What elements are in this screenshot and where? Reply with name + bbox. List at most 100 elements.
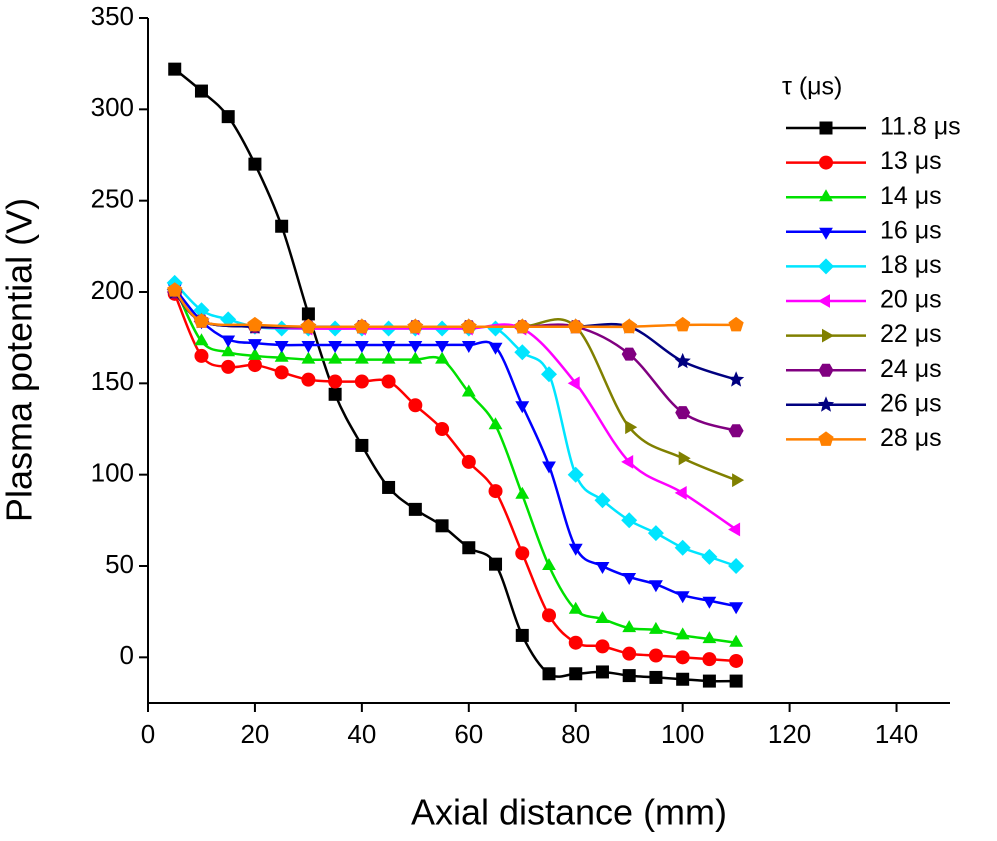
marker: [678, 451, 691, 466]
marker: [301, 372, 316, 387]
marker: [247, 358, 262, 373]
legend-title: τ (μs): [782, 73, 842, 101]
marker: [701, 548, 718, 565]
marker: [514, 318, 530, 334]
marker: [621, 347, 637, 361]
marker: [819, 121, 833, 135]
marker: [622, 573, 637, 585]
marker: [168, 62, 182, 76]
marker: [542, 558, 556, 570]
marker: [728, 558, 745, 574]
marker: [822, 328, 834, 343]
marker: [488, 484, 503, 499]
marker: [461, 341, 476, 353]
marker: [408, 351, 423, 364]
series-line: [173, 68, 737, 683]
marker: [247, 316, 263, 332]
marker: [354, 374, 369, 389]
marker: [625, 420, 638, 435]
y-tick-label: 150: [91, 366, 134, 396]
marker: [193, 313, 210, 328]
marker: [729, 634, 744, 647]
marker: [381, 351, 396, 364]
marker: [568, 318, 584, 334]
marker: [487, 320, 504, 337]
marker: [515, 628, 529, 642]
marker: [354, 341, 369, 353]
marker: [676, 672, 690, 686]
marker: [515, 546, 530, 561]
marker: [648, 648, 663, 663]
marker: [542, 667, 556, 681]
marker: [622, 646, 637, 661]
marker: [818, 431, 834, 446]
marker: [462, 541, 476, 555]
marker: [355, 438, 369, 452]
y-tick-label: 250: [91, 184, 134, 214]
marker: [274, 349, 289, 362]
marker: [675, 591, 690, 604]
marker: [818, 294, 830, 308]
legend-text: 26 μs: [880, 389, 942, 417]
x-tick-label: 140: [875, 719, 918, 749]
marker: [328, 341, 343, 353]
marker: [194, 333, 209, 346]
marker: [674, 539, 691, 556]
marker: [382, 480, 396, 494]
marker: [381, 374, 396, 389]
legend-text: 18 μs: [880, 251, 942, 279]
marker: [194, 84, 208, 98]
marker: [248, 347, 262, 360]
marker: [248, 339, 262, 352]
marker: [595, 639, 610, 654]
legend-text: 16 μs: [880, 216, 942, 244]
marker: [354, 318, 370, 334]
marker: [622, 620, 637, 633]
marker: [622, 669, 636, 683]
marker: [301, 307, 315, 321]
y-tick-label: 0: [120, 640, 134, 670]
marker: [647, 525, 664, 542]
marker: [221, 110, 235, 124]
marker: [408, 502, 422, 516]
marker: [728, 424, 744, 438]
marker: [274, 365, 289, 380]
legend-text: 22 μs: [880, 320, 942, 348]
x-tick-label: 120: [768, 719, 811, 749]
marker: [568, 601, 583, 614]
marker: [542, 461, 556, 474]
marker: [818, 363, 834, 377]
x-tick-label: 80: [561, 719, 590, 749]
marker: [407, 318, 423, 334]
marker: [300, 318, 316, 334]
marker: [435, 422, 450, 436]
marker: [702, 631, 717, 644]
marker: [569, 667, 583, 681]
marker: [248, 157, 262, 171]
marker: [435, 351, 449, 364]
marker: [818, 258, 834, 275]
series-line: [173, 285, 737, 644]
marker: [702, 674, 716, 688]
marker: [675, 627, 690, 640]
marker: [489, 557, 503, 571]
marker: [675, 316, 691, 332]
marker: [354, 351, 369, 364]
marker: [567, 376, 580, 391]
marker: [194, 348, 209, 363]
marker: [408, 398, 423, 413]
legend-text: 20 μs: [880, 286, 942, 314]
marker: [675, 406, 691, 420]
marker: [435, 519, 449, 533]
marker: [621, 512, 638, 529]
marker: [274, 341, 289, 353]
x-tick-label: 40: [347, 719, 376, 749]
marker: [621, 455, 634, 469]
marker: [819, 189, 833, 202]
marker: [649, 621, 663, 634]
marker: [595, 611, 610, 623]
marker: [381, 341, 396, 353]
legend-text: 13 μs: [880, 147, 942, 175]
marker: [568, 543, 583, 556]
marker: [220, 311, 237, 328]
